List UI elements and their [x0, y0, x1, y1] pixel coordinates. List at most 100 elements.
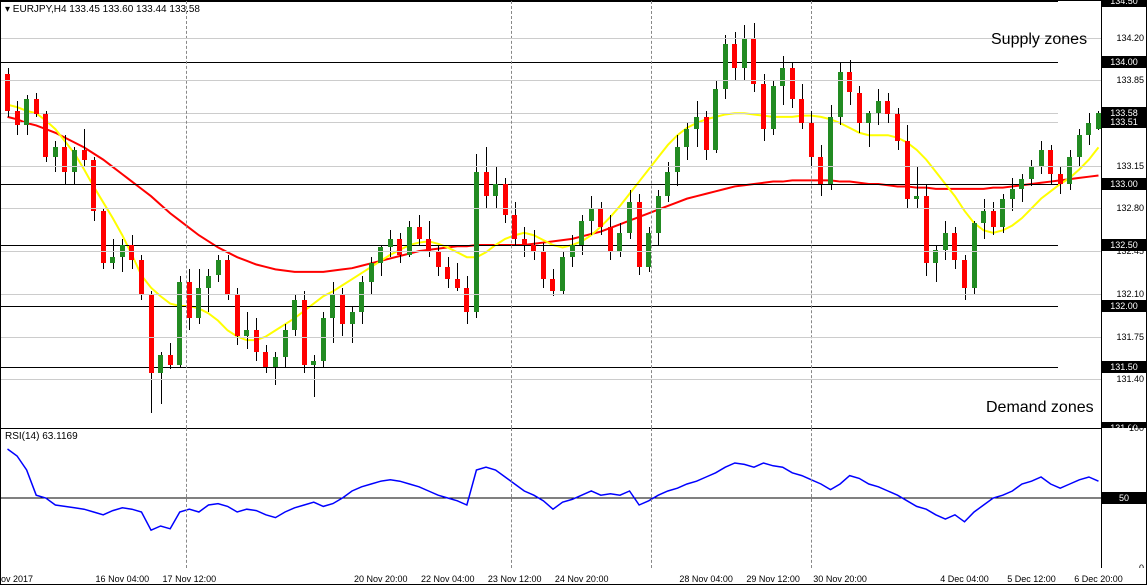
candle — [340, 294, 345, 325]
candle — [656, 196, 661, 233]
candle — [1077, 135, 1082, 157]
candle — [426, 239, 431, 251]
candle — [53, 147, 58, 157]
candle — [608, 227, 613, 251]
candle — [914, 196, 919, 198]
candle — [876, 101, 881, 113]
candle — [924, 196, 929, 263]
candle — [388, 239, 393, 248]
candle — [417, 227, 422, 239]
candle — [254, 330, 259, 352]
chart-title: ▾ EURJPY,H4 133.45 133.60 133.44 133.58 — [3, 3, 202, 16]
candle — [1010, 189, 1015, 199]
candle — [369, 263, 374, 281]
candle — [617, 233, 622, 251]
x-tick: 5 Dec 12:00 — [1007, 574, 1056, 584]
chart-container: ▾ EURJPY,H4 133.45 133.60 133.44 133.58 … — [0, 0, 1147, 585]
candle — [1048, 150, 1053, 174]
candle — [751, 38, 756, 84]
price-tick: 131.75 — [1116, 332, 1144, 342]
candle — [235, 294, 240, 337]
x-axis: 14 Nov 201716 Nov 04:0017 Nov 12:0020 No… — [1, 568, 1146, 584]
candle — [283, 330, 288, 357]
candle — [149, 294, 154, 373]
candle — [675, 147, 680, 171]
annotation-text: Demand zones — [986, 399, 1094, 417]
candle — [550, 279, 555, 291]
rsi-title: RSI(14) 63.1169 — [3, 430, 80, 443]
price-tick: 133.85 — [1116, 75, 1144, 85]
candle — [302, 300, 307, 365]
candle — [780, 68, 785, 86]
candle — [187, 282, 192, 319]
price-tick: 133.15 — [1116, 161, 1144, 171]
candle — [474, 172, 479, 312]
x-tick: 29 Nov 12:00 — [746, 574, 800, 584]
candle — [225, 260, 230, 294]
candle — [838, 72, 843, 117]
candle — [972, 223, 977, 288]
x-tick: 28 Nov 04:00 — [679, 574, 733, 584]
candle — [790, 68, 795, 99]
candle — [713, 89, 718, 150]
candle — [263, 352, 268, 367]
candle — [1000, 199, 1005, 227]
x-tick: 23 Nov 12:00 — [488, 574, 542, 584]
candle — [1019, 179, 1024, 189]
candle — [378, 247, 383, 263]
candle — [895, 114, 900, 141]
x-tick: 17 Nov 12:00 — [163, 574, 217, 584]
level-tag: 134.50 — [1102, 0, 1146, 7]
candle — [1058, 174, 1063, 184]
price-tick: 134.20 — [1116, 33, 1144, 43]
candle — [484, 172, 489, 196]
price-panel[interactable]: ▾ EURJPY,H4 133.45 133.60 133.44 133.58 … — [1, 1, 1146, 429]
candle — [1039, 150, 1044, 166]
candle — [139, 260, 144, 294]
candle — [885, 101, 890, 114]
candle — [455, 279, 460, 288]
level-tag: 133.00 — [1102, 178, 1146, 190]
level-tag: 134.00 — [1102, 56, 1146, 68]
candle — [445, 267, 450, 279]
candle — [809, 123, 814, 157]
rsi-panel[interactable]: RSI(14) 63.1169 10050050 — [1, 428, 1146, 569]
candle — [62, 147, 67, 171]
candlesticks — [1, 1, 1102, 428]
candle — [512, 215, 517, 239]
candle — [503, 184, 508, 215]
candle — [732, 44, 737, 68]
candle — [771, 86, 776, 129]
candle — [694, 117, 699, 129]
candle — [646, 233, 651, 267]
x-tick: 4 Dec 04:00 — [940, 574, 989, 584]
candle — [905, 141, 910, 198]
candle — [436, 251, 441, 267]
x-tick: 30 Nov 20:00 — [813, 574, 867, 584]
level-tag: 131.50 — [1102, 361, 1146, 373]
candle — [598, 208, 603, 226]
candle — [627, 202, 632, 233]
candle — [579, 221, 584, 245]
x-tick: 6 Dec 20:00 — [1074, 574, 1123, 584]
x-tick: 20 Nov 20:00 — [354, 574, 408, 584]
current-price-tag: 133.51 — [1102, 116, 1146, 128]
candle — [866, 113, 871, 123]
x-tick: 22 Nov 04:00 — [421, 574, 475, 584]
candle — [101, 211, 106, 263]
candle — [522, 239, 527, 245]
candle — [665, 172, 670, 196]
candle — [292, 300, 297, 331]
candle — [1086, 123, 1091, 135]
price-tick: 132.80 — [1116, 203, 1144, 213]
candle — [541, 251, 546, 279]
candle — [761, 84, 766, 129]
candle — [684, 129, 689, 147]
rsi-svg — [1, 428, 1102, 568]
candle — [168, 355, 173, 365]
price-tick: 131.40 — [1116, 374, 1144, 384]
candle — [273, 357, 278, 367]
candle — [589, 208, 594, 220]
candle — [637, 202, 642, 267]
candle — [110, 257, 115, 263]
